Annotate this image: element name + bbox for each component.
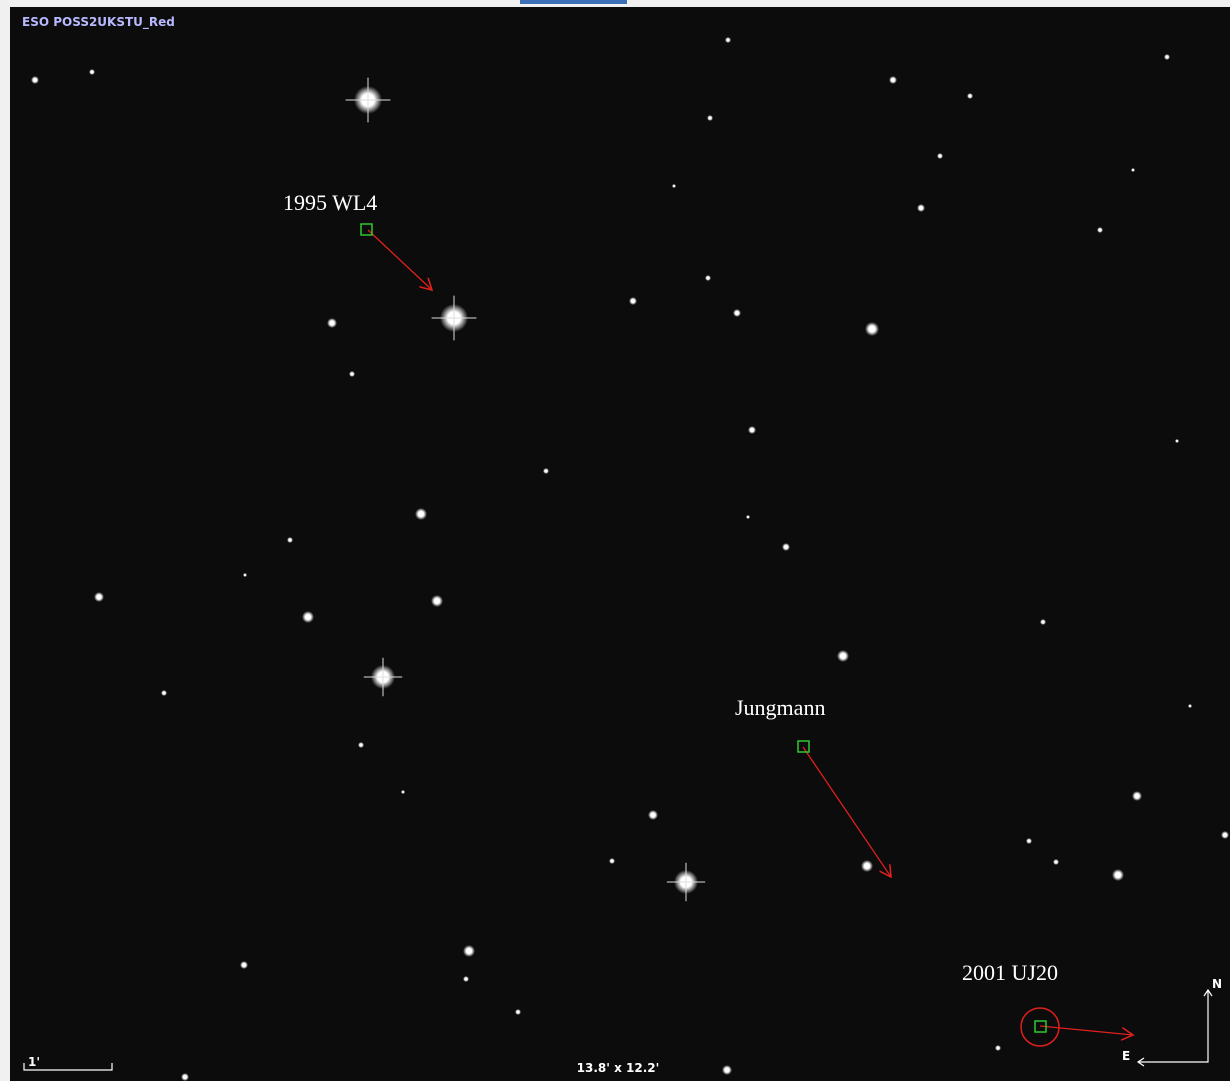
star — [967, 93, 973, 99]
star — [287, 537, 293, 543]
star — [240, 961, 248, 969]
star — [722, 1065, 732, 1075]
star — [1131, 168, 1135, 172]
star — [889, 76, 897, 84]
star — [1040, 619, 1046, 625]
star — [1097, 227, 1103, 233]
compass-north: N — [1212, 977, 1222, 991]
compass-east: E — [1122, 1049, 1130, 1063]
star — [861, 860, 873, 872]
star — [746, 515, 750, 519]
star — [937, 153, 943, 159]
sky-view: ESO POSS2UKSTU_Red 1995 WL4 Jungmann 200… — [0, 0, 1230, 1081]
object-label: 1995 WL4 — [283, 190, 377, 215]
star — [463, 945, 475, 957]
star — [733, 309, 741, 317]
star — [1221, 831, 1229, 839]
star — [431, 595, 443, 607]
star — [629, 297, 637, 305]
star — [31, 76, 39, 84]
star — [358, 742, 364, 748]
page: ESO POSS2UKSTU_Red 1995 WL4 Jungmann 200… — [0, 0, 1230, 1081]
star — [1053, 859, 1059, 865]
star — [707, 115, 713, 121]
sky-image — [10, 7, 1230, 1081]
star — [865, 322, 879, 336]
star — [782, 543, 790, 551]
object-label: Jungmann — [735, 695, 825, 720]
star — [327, 318, 337, 328]
star — [1164, 54, 1170, 60]
star — [1112, 869, 1124, 881]
star — [648, 810, 658, 820]
star — [748, 426, 756, 434]
star — [837, 650, 849, 662]
star — [705, 275, 711, 281]
star — [917, 204, 925, 212]
field-size: 13.8' x 12.2' — [577, 1061, 660, 1075]
star — [543, 468, 549, 474]
star — [1175, 439, 1179, 443]
tab[interactable] — [520, 0, 627, 4]
star — [463, 976, 469, 982]
star — [89, 69, 95, 75]
star — [515, 1009, 521, 1015]
star — [1026, 838, 1032, 844]
star — [401, 790, 405, 794]
survey-label: ESO POSS2UKSTU_Red — [22, 15, 175, 30]
star — [181, 1073, 189, 1081]
star — [94, 592, 104, 602]
star — [243, 573, 247, 577]
star — [995, 1045, 1001, 1051]
object-label: 2001 UJ20 — [962, 960, 1058, 985]
star — [1132, 791, 1142, 801]
star — [302, 611, 314, 623]
star — [609, 858, 615, 864]
star — [672, 184, 676, 188]
star — [725, 37, 731, 43]
star — [1188, 704, 1192, 708]
star — [161, 690, 167, 696]
star — [415, 508, 427, 520]
scale-label: 1' — [28, 1055, 40, 1069]
star — [349, 371, 355, 377]
